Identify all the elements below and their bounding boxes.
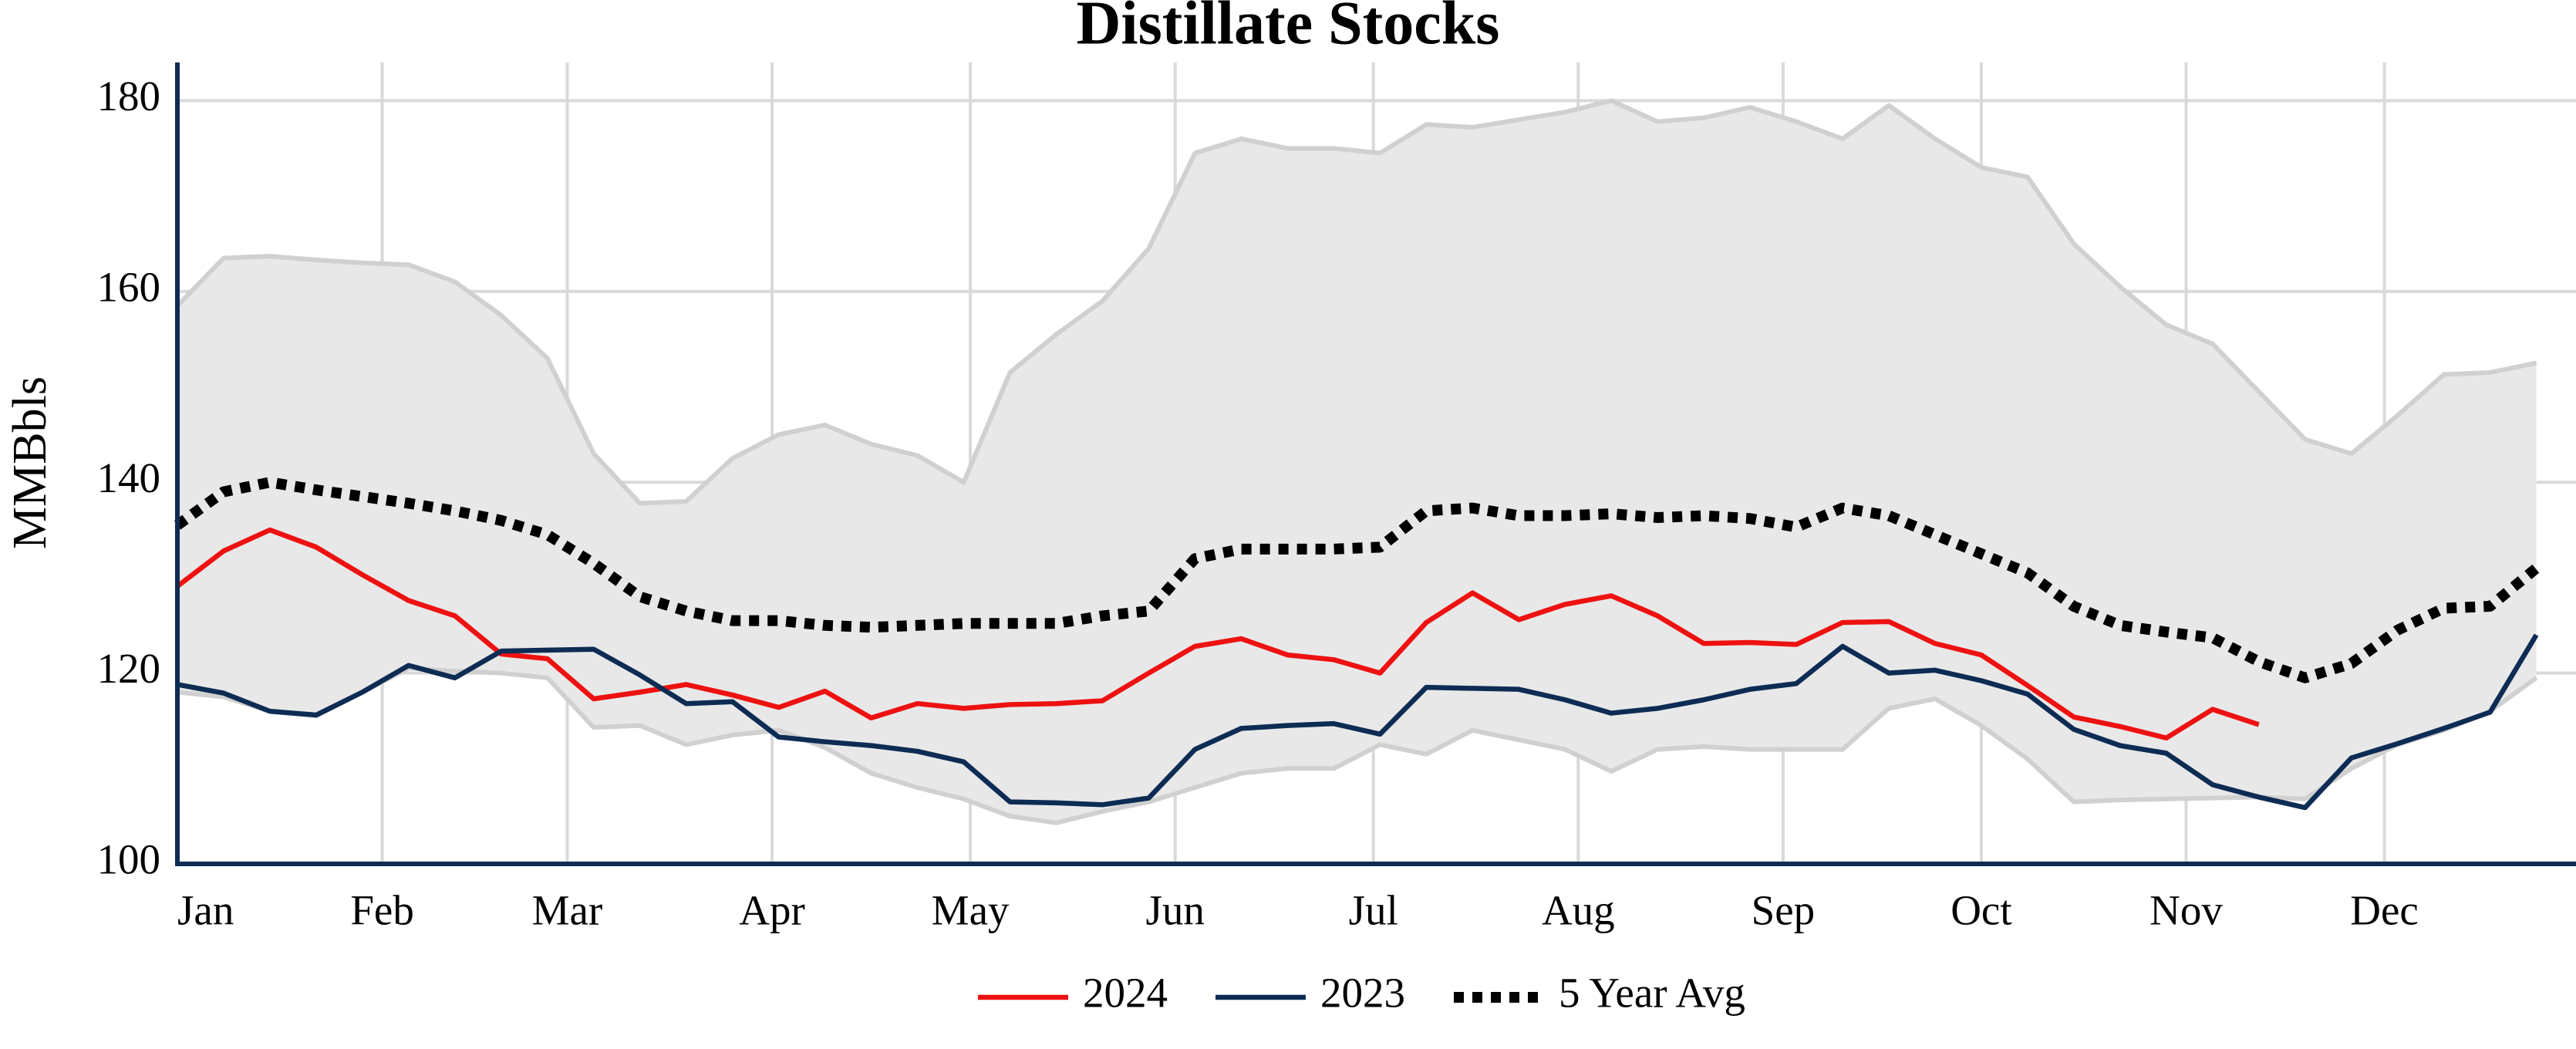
x-tick-label: Oct — [1951, 887, 2011, 934]
x-tick-label: Sep — [1752, 887, 1816, 934]
legend-label: 5 Year Avg — [1559, 970, 1745, 1017]
series-line — [174, 477, 2541, 683]
x-tick-label: Nov — [2149, 887, 2223, 934]
x-tick-label: Dec — [2350, 887, 2419, 934]
series-line — [177, 633, 2539, 811]
y-tick-label: 160 — [97, 263, 161, 310]
x-tick-label: May — [932, 887, 1010, 934]
y-axis-label: MMBbls — [4, 376, 56, 549]
x-tick-label: Aug — [1542, 887, 1615, 934]
range-lower-line — [177, 666, 2538, 825]
x-tick-label: Feb — [350, 887, 414, 934]
x-tick-label: Mar — [532, 887, 603, 934]
range-area — [177, 100, 2537, 823]
x-tick-label: Jul — [1349, 887, 1398, 934]
legend-label: 2024 — [1083, 970, 1168, 1017]
y-tick-label: 140 — [97, 454, 161, 501]
y-tick-label: 120 — [97, 645, 161, 692]
range-upper-line — [175, 98, 2537, 506]
x-tick-label: Jan — [177, 887, 234, 934]
series-line — [176, 527, 2260, 740]
legend-label: 2023 — [1320, 970, 1405, 1017]
y-tick-label: 100 — [97, 836, 161, 883]
chart-title: Distillate Stocks — [1077, 0, 1500, 57]
x-tick-label: Apr — [739, 887, 805, 934]
x-tick-label: Jun — [1145, 887, 1204, 934]
y-tick-label: 180 — [97, 73, 161, 120]
